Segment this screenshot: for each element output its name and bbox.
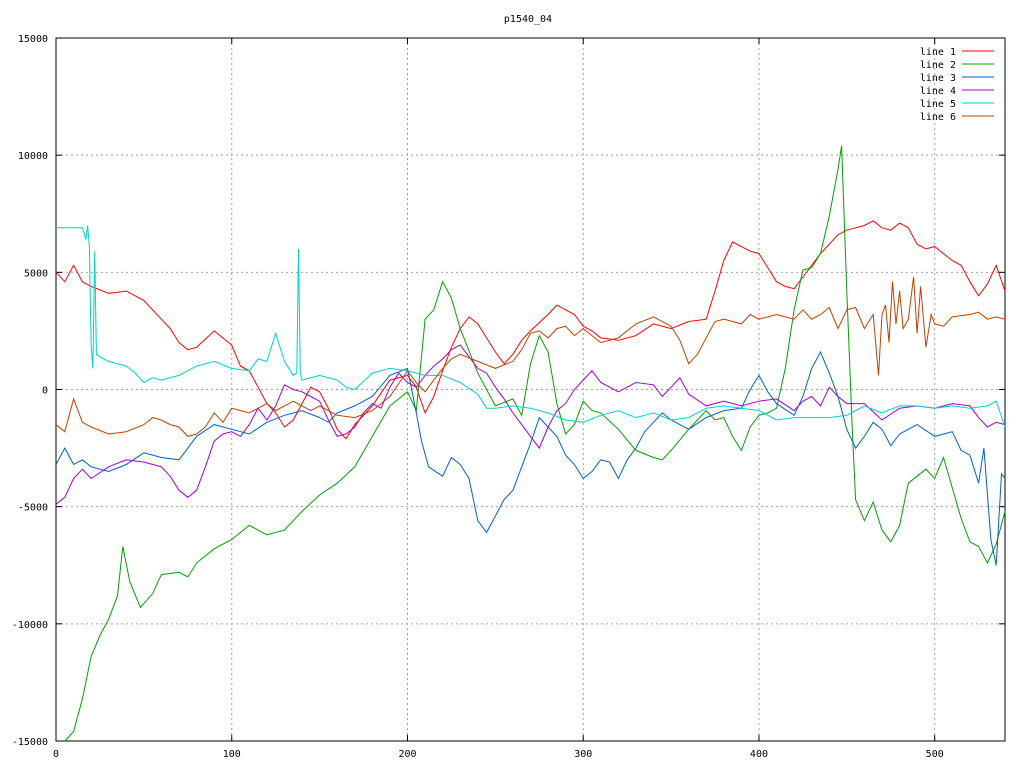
legend: line 1 line 2 line 3 line 4 line 5 line 6	[920, 47, 994, 123]
axes: 0 100 200 300 400 500 -15000 -10000 -5000 0 5000 10…	[12, 34, 1006, 760]
series-line-5	[56, 225, 1006, 428]
legend-label-4: line 4	[920, 86, 956, 97]
y-tick-label: -5000	[18, 503, 48, 514]
y-tick-label: 5000	[24, 268, 48, 279]
legend-label-1: line 1	[920, 47, 956, 58]
legend-label-2: line 2	[920, 60, 956, 71]
legend-label-5: line 5	[920, 99, 956, 110]
legend-label-6: line 6	[920, 112, 956, 123]
x-tick-label: 100	[223, 749, 241, 760]
x-tick-label: 300	[574, 749, 592, 760]
y-tick-label: 15000	[18, 34, 48, 45]
y-tick-label: -10000	[12, 620, 48, 631]
y-tick-label: 10000	[18, 151, 48, 162]
x-tick-label: 200	[398, 749, 416, 760]
series-line-3	[55, 350, 1006, 566]
legend-label-3: line 3	[920, 73, 956, 84]
grid	[56, 38, 1005, 741]
x-tick-label: 0	[53, 749, 59, 760]
series-line-2	[64, 145, 1006, 742]
y-tick-label: -15000	[12, 737, 48, 748]
series-group	[55, 145, 1006, 742]
chart-title: p1540_04	[504, 14, 552, 25]
x-tick-label: 500	[926, 749, 944, 760]
series-line-6	[55, 276, 1006, 437]
series-line-1	[55, 220, 1006, 440]
series-line-4	[55, 344, 1006, 505]
y-tick-label: 0	[42, 386, 48, 397]
x-tick-label: 400	[750, 749, 768, 760]
